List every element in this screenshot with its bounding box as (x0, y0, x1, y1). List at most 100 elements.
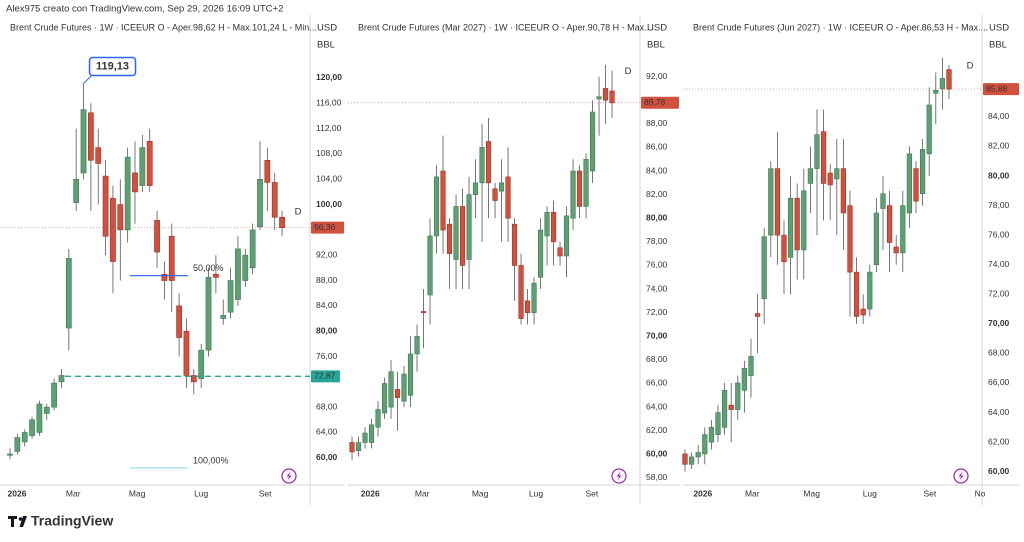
chart-title: Brent Crude Futures (Mar 2027) · 1W · IC… (358, 22, 654, 32)
candle-body (735, 382, 741, 410)
last-price-label: 89,78 (644, 97, 666, 107)
candle-body (728, 404, 734, 410)
candle-body (715, 412, 721, 436)
y-tick-label: 92,00 (646, 71, 668, 81)
dividend-marker: D (967, 61, 974, 72)
brand-logo: TradingView (8, 513, 113, 529)
unit-label: BBL (989, 40, 1007, 51)
y-tick-label: 76,00 (316, 351, 338, 361)
candle-body (427, 235, 433, 296)
candle-body (544, 212, 550, 237)
y-tick-label: 68,00 (316, 401, 338, 411)
candle-body (860, 308, 866, 316)
candle-body (198, 349, 205, 379)
candle-body (388, 371, 394, 408)
candle-body (794, 197, 800, 251)
candle-body (602, 88, 609, 101)
y-tick-label: 60,00 (646, 449, 668, 459)
y-tick-label: 62,00 (988, 436, 1010, 446)
dividend-marker: D (625, 66, 632, 77)
candle-body (893, 246, 899, 254)
candle-body (146, 140, 153, 186)
chart-title: Brent Crude Futures (Jun 2027) · 1W · IC… (693, 22, 988, 32)
candle-body (695, 452, 701, 458)
candle-body (7, 453, 13, 456)
candle-body (886, 205, 893, 243)
y-tick-label: 82,00 (988, 141, 1010, 151)
candle-body (946, 69, 952, 90)
logo-mark (8, 516, 17, 527)
y-tick-label: 70,00 (988, 318, 1010, 328)
chart-title: Brent Crude Futures · 1W · ICEEUR O - Ap… (10, 22, 317, 32)
dividend-marker: D (295, 206, 302, 217)
candle-body (721, 390, 728, 428)
unit-label: BBL (647, 40, 665, 51)
candle-body (375, 409, 381, 428)
candle-body (362, 432, 368, 443)
candle-body (117, 204, 124, 231)
y-tick-label: 68,00 (988, 348, 1010, 358)
y-tick-label: 88,00 (646, 118, 668, 128)
candle-body (853, 271, 860, 317)
candle-body (183, 330, 190, 376)
y-tick-label: 82,00 (646, 189, 668, 199)
currency-label: USD (317, 23, 337, 34)
candle-body (702, 434, 708, 455)
fib-label: 100,00% (193, 455, 229, 465)
chart-panel: Brent Crude Futures (Mar 2027) · 1W · IC… (348, 15, 680, 505)
x-tick-label: 2026 (8, 488, 27, 498)
alert-badge (311, 370, 340, 383)
x-tick-label: No (975, 488, 986, 498)
x-tick-label: Mar (66, 488, 81, 498)
y-tick-label: 100,00 (316, 199, 342, 209)
candle-body (139, 147, 146, 186)
last-price-badge (983, 83, 1019, 96)
candle-body (609, 90, 615, 104)
y-tick-label: 70,00 (646, 331, 668, 341)
candle-body (407, 353, 414, 396)
candle-body (271, 182, 278, 218)
candle-body (110, 197, 116, 262)
candle-body (433, 176, 440, 237)
candle-body (257, 178, 263, 228)
x-tick-label: Lug (863, 488, 877, 498)
y-tick-label: 108,00 (316, 148, 342, 158)
x-tick-label: Mag (472, 488, 489, 498)
candle-body (29, 419, 35, 436)
currency-label: USD (647, 23, 667, 34)
candle-body (355, 442, 362, 452)
y-tick-label: 80,00 (646, 212, 668, 222)
candle-body (227, 280, 234, 313)
candle-body (485, 141, 492, 184)
candle-body (58, 375, 65, 383)
candle-body (774, 168, 780, 236)
candle-body (867, 271, 873, 310)
candle-body (768, 168, 774, 236)
candle-body (249, 229, 256, 269)
last-price-badge (311, 221, 344, 234)
candle-body (827, 172, 833, 186)
candle-body (557, 247, 563, 257)
fib-label: 50,00% (193, 263, 224, 273)
candle-body (132, 172, 138, 193)
y-tick-label: 76,00 (646, 260, 668, 270)
x-tick-label: Set (259, 488, 272, 498)
candle-body (761, 236, 767, 300)
y-tick-label: 76,00 (988, 229, 1010, 239)
y-tick-label: 86,00 (646, 142, 668, 152)
candle-body (926, 104, 932, 155)
callout-pointer (83, 75, 92, 84)
candle-body (453, 206, 459, 260)
last-price-label: 85,88 (986, 83, 1008, 93)
brand-name: TradingView (31, 513, 113, 529)
candle-body (801, 190, 807, 251)
y-tick-label: 60,00 (988, 466, 1010, 476)
candle-body (688, 456, 695, 465)
candle-body (95, 147, 102, 164)
y-tick-label: 112,00 (316, 123, 342, 133)
candle-body (36, 403, 43, 433)
candle-body (176, 305, 182, 338)
candle-body (518, 265, 524, 319)
